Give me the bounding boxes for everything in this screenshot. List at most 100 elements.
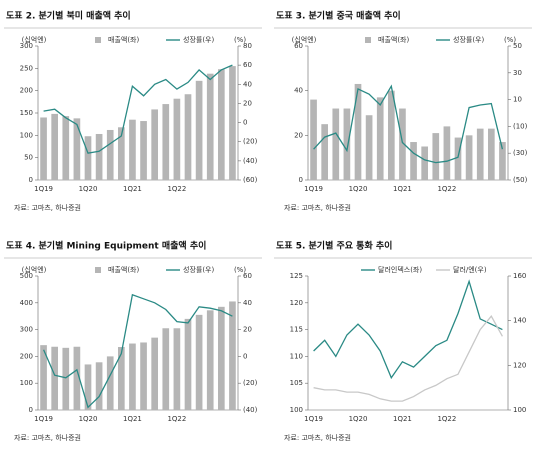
bar (95, 133, 103, 180)
y2-tick-label: 0 (243, 119, 247, 127)
y-unit: (십억엔) (22, 35, 47, 44)
bar (73, 118, 81, 180)
line (313, 315, 503, 402)
legend-swatch (95, 37, 101, 43)
y-tick-label: 120 (290, 299, 303, 307)
y2-tick-label: (20) (243, 138, 258, 146)
x-tick-label: 1Q19 (304, 415, 323, 423)
y-tick-label: 500 (20, 272, 33, 280)
y2-tick-label: (50) (513, 176, 528, 184)
x-tick-label: 1Q20 (79, 415, 98, 423)
bar (499, 142, 506, 180)
chart-title: 도표 3. 분기별 중국 매출액 추이 (276, 10, 401, 22)
y2-tick-label: 10 (513, 96, 522, 104)
bar (140, 121, 147, 180)
y2-tick-label: 100 (513, 406, 526, 414)
y-tick-label: 0 (299, 176, 303, 184)
source: 자료: 고마츠, 하나증권 (14, 203, 81, 212)
y-tick-label: 115 (290, 326, 303, 334)
bar (432, 133, 440, 180)
legend-label: 매출액(좌) (108, 35, 139, 44)
bar (118, 127, 125, 180)
y-tick-label: 20 (294, 131, 303, 139)
y-tick-label: 300 (20, 42, 33, 50)
y2-tick-label: 20 (243, 326, 252, 334)
x-tick-label: 1Q20 (349, 415, 368, 423)
bar (162, 104, 170, 180)
y-tick-label: 100 (20, 131, 33, 139)
bar (40, 117, 47, 180)
bar (218, 69, 225, 180)
y2-tick-label: 0 (243, 352, 247, 360)
y2-unit: (%) (234, 266, 246, 274)
bar (73, 346, 81, 410)
bar (84, 136, 92, 180)
bar (62, 116, 70, 180)
bar (354, 83, 362, 180)
bar (310, 99, 317, 180)
y2-tick-label: 160 (513, 272, 526, 280)
bar (151, 337, 158, 410)
y2-tick-label: 30 (513, 69, 522, 77)
y-tick-label: 110 (290, 352, 303, 360)
bar (129, 119, 136, 180)
bar (229, 66, 236, 180)
bar (365, 115, 373, 180)
bar (51, 113, 58, 180)
bar (162, 328, 170, 410)
legend-swatch (95, 267, 101, 273)
bar (95, 362, 103, 410)
legend-label: 성장률(우) (453, 35, 484, 44)
y2-tick-label: 60 (243, 272, 252, 280)
x-tick-label: 1Q19 (304, 185, 323, 193)
bar (376, 97, 384, 180)
x-tick-label: 1Q20 (79, 185, 98, 193)
y2-tick-label: 60 (243, 61, 252, 69)
legend-swatch (365, 37, 371, 43)
x-tick-label: 1Q21 (123, 415, 142, 423)
y-tick-label: 200 (20, 352, 33, 360)
bar (151, 109, 158, 180)
bar (443, 126, 451, 180)
chart-title: 도표 5. 분기별 주요 통화 추이 (276, 240, 392, 252)
bar (195, 314, 203, 410)
bar (129, 343, 136, 410)
legend-label: 달러/엔(우) (453, 265, 487, 274)
y2-tick-label: 120 (513, 361, 526, 369)
line (43, 64, 233, 154)
y-tick-label: 250 (20, 64, 33, 72)
bar (454, 137, 462, 180)
bar (106, 129, 114, 180)
y-tick-label: 150 (20, 109, 33, 117)
x-tick-label: 1Q21 (393, 415, 412, 423)
y-unit: (십억엔) (22, 265, 47, 274)
y-tick-label: 50 (24, 154, 33, 162)
y2-tick-label: (60) (243, 176, 258, 184)
chart-title: 도표 2. 분기별 북미 매출액 추이 (6, 10, 131, 22)
bar (399, 108, 406, 180)
y-tick-label: 0 (29, 406, 33, 414)
y2-tick-label: 80 (243, 42, 252, 50)
line (313, 84, 504, 164)
y-tick-label: 125 (290, 272, 303, 280)
legend-label: 달러인덱스(좌) (378, 265, 422, 274)
source: 자료: 고마츠, 하나증권 (14, 433, 81, 442)
x-tick-label: 1Q21 (393, 185, 412, 193)
bar (229, 301, 236, 410)
x-tick-label: 1Q22 (437, 185, 456, 193)
bar (218, 306, 225, 410)
y-tick-label: 100 (20, 379, 33, 387)
bar (421, 146, 428, 180)
y2-tick-label: 140 (513, 317, 526, 325)
bar (62, 347, 70, 410)
y2-tick-label: (30) (513, 149, 528, 157)
y2-unit: (%) (504, 36, 516, 44)
bar (410, 142, 417, 180)
y2-tick-label: (40) (243, 157, 258, 165)
line (43, 293, 233, 409)
legend-label: 성장률(우) (183, 265, 214, 274)
x-tick-label: 1Q22 (437, 415, 456, 423)
bar (343, 108, 351, 180)
bar (173, 98, 181, 180)
